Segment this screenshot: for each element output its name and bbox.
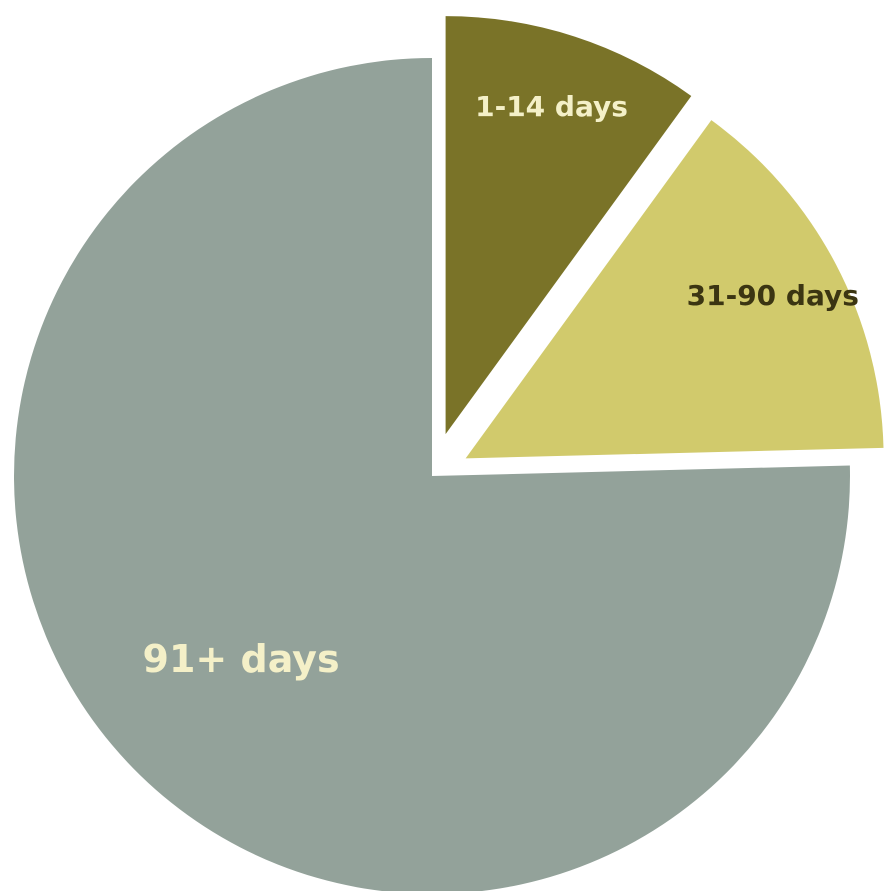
- pie-labels: 1-14 days 31-90 days 91+ days: [143, 90, 859, 681]
- pie-label-91-days: 91+ days: [143, 637, 340, 681]
- pie-slice-91-days: [14, 58, 850, 891]
- pie-slice-1-14-days: [445, 16, 692, 435]
- pie-label-1-14-days: 1-14 days: [475, 90, 628, 123]
- pie-label-31-90-days: 31-90 days: [687, 279, 859, 312]
- pie-slice-31-90-days: [465, 120, 884, 459]
- pie-slices: [14, 16, 884, 891]
